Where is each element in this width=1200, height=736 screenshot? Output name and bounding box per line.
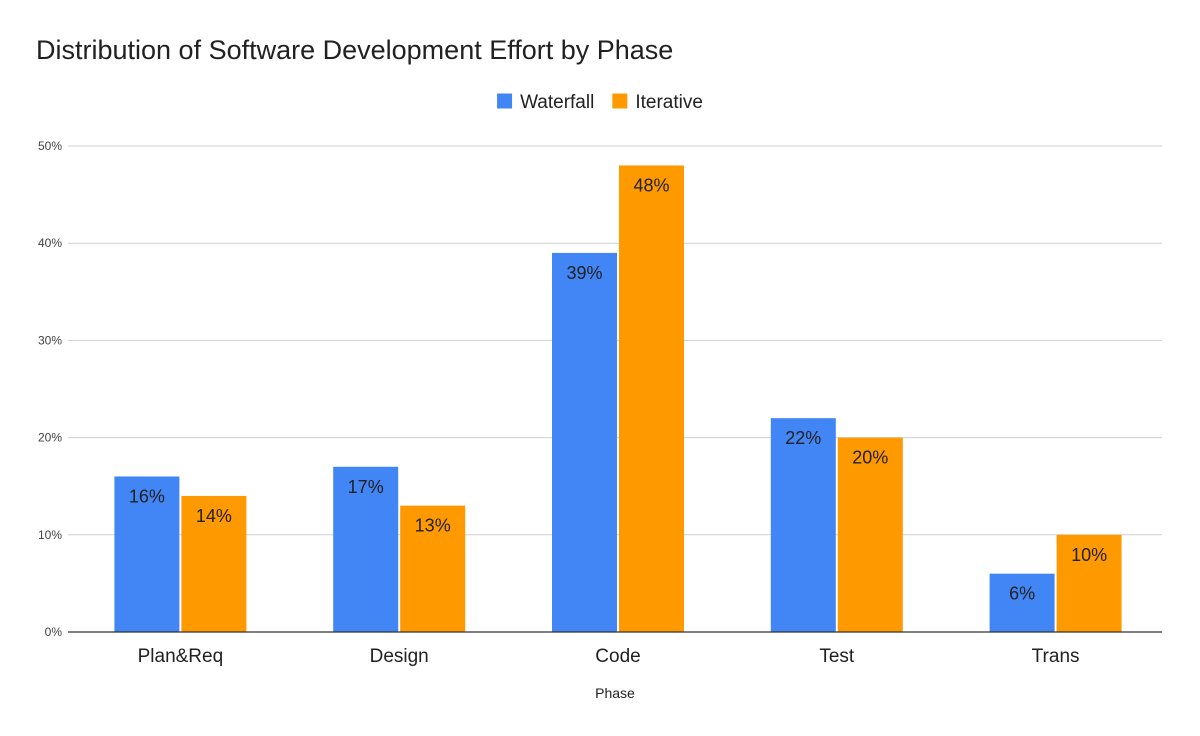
legend-item: Waterfall [497,92,594,113]
bar-iterative-3 [837,437,903,632]
x-tick-label: Test [819,646,855,667]
y-tick-label: 10% [38,528,62,542]
y-tick-label: 50% [38,139,62,153]
data-label: 10% [1071,545,1107,565]
legend-label: Waterfall [520,92,594,113]
x-axis-label: Phase [595,685,635,701]
y-axis-ticks: 0% 10% 20% 30% 40% 50% [38,139,62,639]
y-tick-label: 40% [38,236,62,250]
bar-waterfall-0 [114,476,180,632]
bar-waterfall-4 [989,573,1055,632]
x-tick-label: Plan&Req [138,646,224,667]
y-tick-label: 20% [38,431,62,445]
data-label: 17% [348,477,384,497]
bar-iterative-1 [400,505,466,632]
data-label: 16% [129,486,165,506]
y-tick-label: 0% [45,625,63,639]
x-axis-ticks: Plan&Req Design Code Test Trans [138,646,1080,667]
bar-waterfall-3 [770,418,836,632]
legend-label: Iterative [635,92,703,113]
bar-iterative-2 [619,165,684,632]
data-label: 20% [852,448,888,468]
data-label: 39% [566,263,602,283]
data-label: 48% [633,175,669,195]
bar-iterative-0 [181,495,247,632]
legend-swatch [612,93,628,109]
bar-waterfall-1 [333,466,399,632]
data-labels: 16% 14% 17% 13% 39% 48% 22% 20% 6% 10% [129,175,1107,603]
chart-title: Distribution of Software Development Eff… [36,35,673,65]
legend-item: Iterative [612,92,703,113]
x-tick-label: Design [370,646,429,667]
data-label: 14% [196,506,232,526]
legend: Waterfall Iterative [497,92,703,113]
y-tick-label: 30% [38,333,62,347]
bars [114,165,1122,633]
x-tick-label: Trans [1032,646,1080,667]
data-label: 6% [1009,584,1035,604]
bar-iterative-4 [1056,534,1122,632]
x-tick-label: Code [595,646,640,667]
data-label: 22% [785,428,821,448]
legend-swatch [497,93,513,109]
bar-waterfall-2 [552,252,617,633]
data-label: 13% [415,516,451,536]
